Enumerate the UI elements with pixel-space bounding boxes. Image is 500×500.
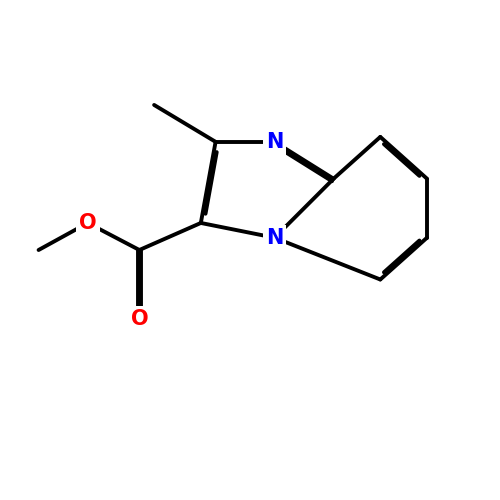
Text: O: O	[130, 309, 148, 329]
Text: N: N	[266, 228, 283, 248]
Text: N: N	[266, 132, 283, 152]
Text: O: O	[79, 213, 96, 233]
